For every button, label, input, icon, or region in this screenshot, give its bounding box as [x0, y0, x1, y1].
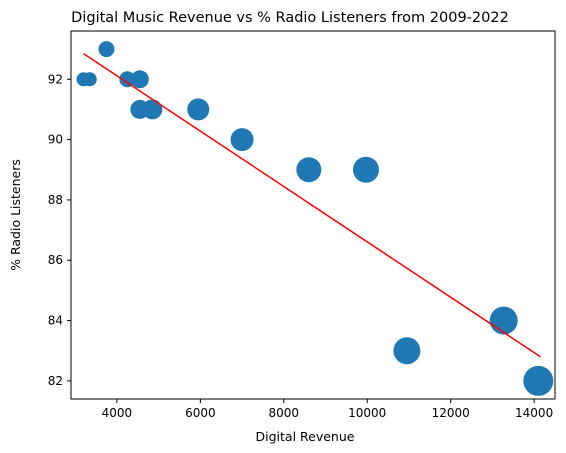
- scatter-point-10: [296, 157, 322, 183]
- y-tick-label-86: 86: [48, 253, 63, 267]
- x-tick-label-6000: 6000: [185, 406, 216, 420]
- scatter-point-5: [130, 70, 149, 89]
- trend-line: [83, 52, 541, 358]
- x-axis-ticks: 4000 6000 8000 10000 12000 14000: [102, 399, 553, 420]
- y-tick-label-90: 90: [48, 133, 63, 147]
- scatter-point-3: [98, 41, 115, 58]
- x-tick-label-4000: 4000: [102, 406, 133, 420]
- y-axis-label: % Radio Listeners: [8, 159, 23, 271]
- x-tick-label-14000: 14000: [515, 406, 553, 420]
- scatter-point-14: [523, 365, 554, 396]
- chart-title: Digital Music Revenue vs % Radio Listene…: [71, 10, 509, 26]
- scatter-point-2: [82, 72, 97, 87]
- scatter-point-12: [393, 337, 421, 365]
- y-tick-label-92: 92: [48, 72, 63, 86]
- y-axis-ticks: 82 84 86 88 90 92: [48, 72, 71, 388]
- scatter-point-13: [489, 306, 518, 335]
- scatter-point-4: [119, 71, 136, 88]
- y-tick-label-88: 88: [48, 193, 63, 207]
- x-tick-label-8000: 8000: [269, 406, 300, 420]
- x-tick-label-12000: 12000: [432, 406, 470, 420]
- scatter-point-11: [352, 156, 379, 183]
- y-tick-label-82: 82: [48, 374, 63, 388]
- scatter-point-9: [230, 128, 254, 152]
- scatter-point-7: [142, 99, 163, 120]
- y-tick-label-84: 84: [48, 314, 63, 328]
- x-axis-label: Digital Revenue: [256, 429, 355, 444]
- scatter-point-8: [187, 98, 210, 121]
- axes-frame: [70, 30, 556, 400]
- plot-area: [76, 41, 554, 396]
- x-tick-label-10000: 10000: [348, 406, 386, 420]
